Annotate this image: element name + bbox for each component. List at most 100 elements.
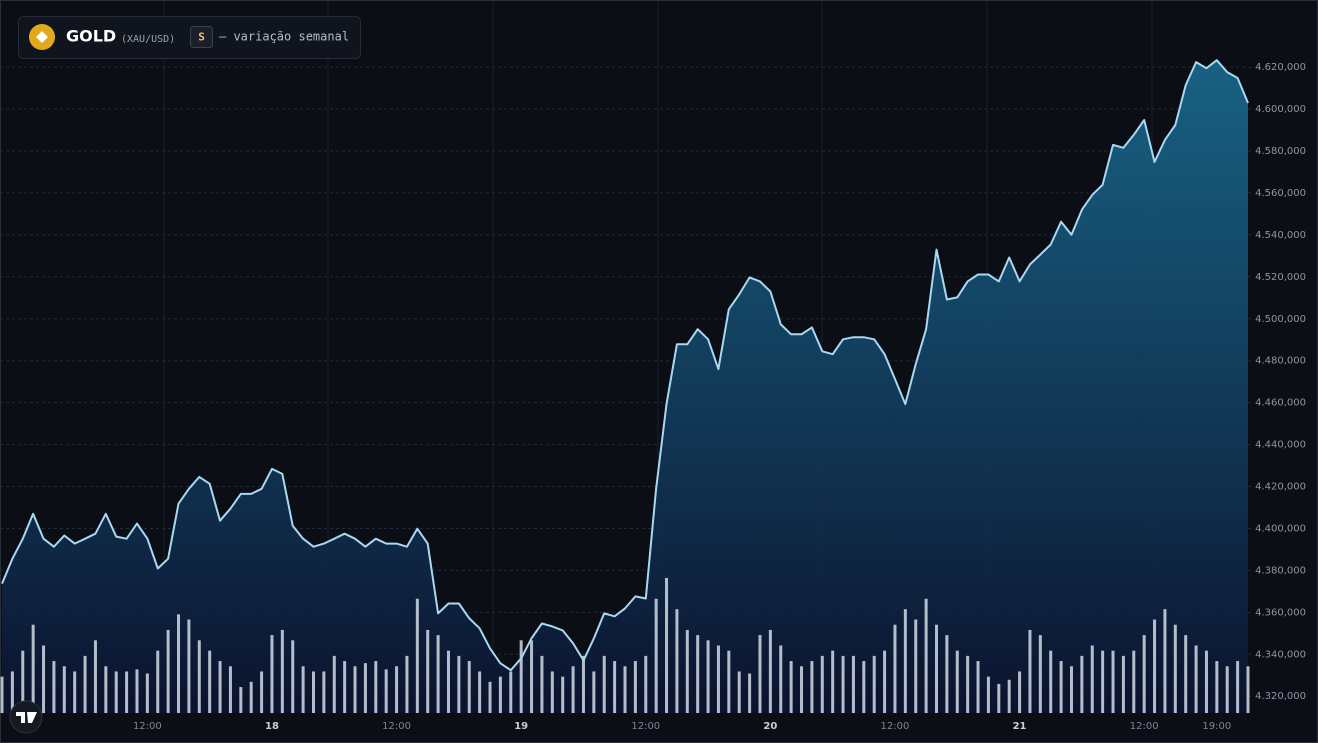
volume-bar [249,681,253,713]
y-tick-label: 4.540,000 [1255,230,1306,241]
volume-bar [1184,635,1188,713]
volume-bar [893,624,897,713]
volume-bar [581,655,585,713]
volume-bar [395,666,399,713]
volume-bar [415,598,419,713]
volume-bar [613,661,617,713]
volume-bar [270,635,274,713]
volume-bar [768,629,772,713]
volume-bar [457,655,461,713]
logo-mark [16,712,37,723]
volume-bar [498,676,502,713]
x-tick-label: 12:00 [1130,721,1159,732]
y-tick-label: 4.620,000 [1255,62,1306,73]
volume-bar [685,629,689,713]
volume-bar [301,666,305,713]
legend-box: GOLD (XAU/USD) S — variação semanal [18,16,361,59]
volume-bar [0,676,4,713]
volume-bar [903,609,907,713]
volume-bar [1069,666,1073,713]
volume-bar [125,671,129,713]
volume-bar [478,671,482,713]
volume-bar [467,661,471,713]
logo [9,700,43,734]
volume-bar [280,629,284,713]
volume-bar [831,650,835,713]
x-tick-label: 20 [763,721,777,732]
volume-bar [42,645,46,713]
volume-bar [924,598,928,713]
volume-bar [1236,661,1240,713]
volume-bar [1225,666,1229,713]
volume-bar [519,640,523,713]
volume-bar [550,671,554,713]
volume-bar [851,655,855,713]
volume-bar [405,655,409,713]
x-tick-label: 12:00 [133,721,162,732]
volume-bar [1028,629,1032,713]
logo-circle [9,700,43,734]
volume-bar [862,661,866,713]
volume-bar [436,635,440,713]
volume-bar [654,598,658,713]
volume-bar [228,666,232,713]
x-tick-label: 18 [265,721,279,732]
volume-bar [1121,655,1125,713]
volume-bar [1163,609,1167,713]
badge: S [198,31,205,44]
volume-bar [21,650,25,713]
volume-bar [145,673,149,713]
volume-bar [62,666,66,713]
volume-bar [114,671,118,713]
chart-title: GOLD [66,27,116,46]
volume-bar [706,640,710,713]
volume-bar [592,671,596,713]
x-tick-label: 19:00 [1202,721,1231,732]
volume-bar [789,661,793,713]
x-tick-label: 12:00 [631,721,660,732]
volume-bar [197,640,201,713]
volume-bar [633,661,637,713]
volume-bar [135,669,139,713]
y-tick-label: 4.320,000 [1255,691,1306,702]
y-tick-label: 4.500,000 [1255,314,1306,325]
symbol-code: (XAU/USD) [121,34,175,45]
volume-bar [1194,645,1198,713]
volume-bar [1018,671,1022,713]
volume-bar [208,650,212,713]
volume-bar [675,609,679,713]
y-tick-label: 4.520,000 [1255,272,1306,283]
volume-bar [872,655,876,713]
volume-bar [1153,619,1157,713]
volume-bar [935,624,938,713]
volume-bar [426,629,430,713]
volume-bar [488,681,492,713]
volume-bar [83,655,87,713]
y-tick-label: 4.600,000 [1255,104,1306,115]
volume-bar [312,671,315,713]
volume-bar [343,661,347,713]
volume-bar [93,640,97,713]
volume-bar [156,650,160,713]
volume-bar [841,655,845,713]
volume-bar [1090,645,1094,713]
volume-bar [530,640,534,713]
volume-bar [384,669,388,713]
volume-bar [374,661,378,713]
badge-frame [190,26,213,48]
volume-bar [810,661,814,713]
volume-bar [1101,650,1105,713]
y-tick-label: 4.480,000 [1255,356,1306,367]
volume-bar [976,661,980,713]
y-tick-label: 4.580,000 [1255,146,1306,157]
symbol-icon-diamond [36,31,48,43]
volume-bar [883,650,887,713]
volume-bar [623,666,627,713]
volume-bar [737,671,741,713]
x-tick-label: 21 [1013,721,1027,732]
plot-layer [0,59,1250,713]
volume-bar [997,683,1001,713]
volume-bar [1215,661,1219,713]
y-tick-label: 4.440,000 [1255,440,1306,451]
